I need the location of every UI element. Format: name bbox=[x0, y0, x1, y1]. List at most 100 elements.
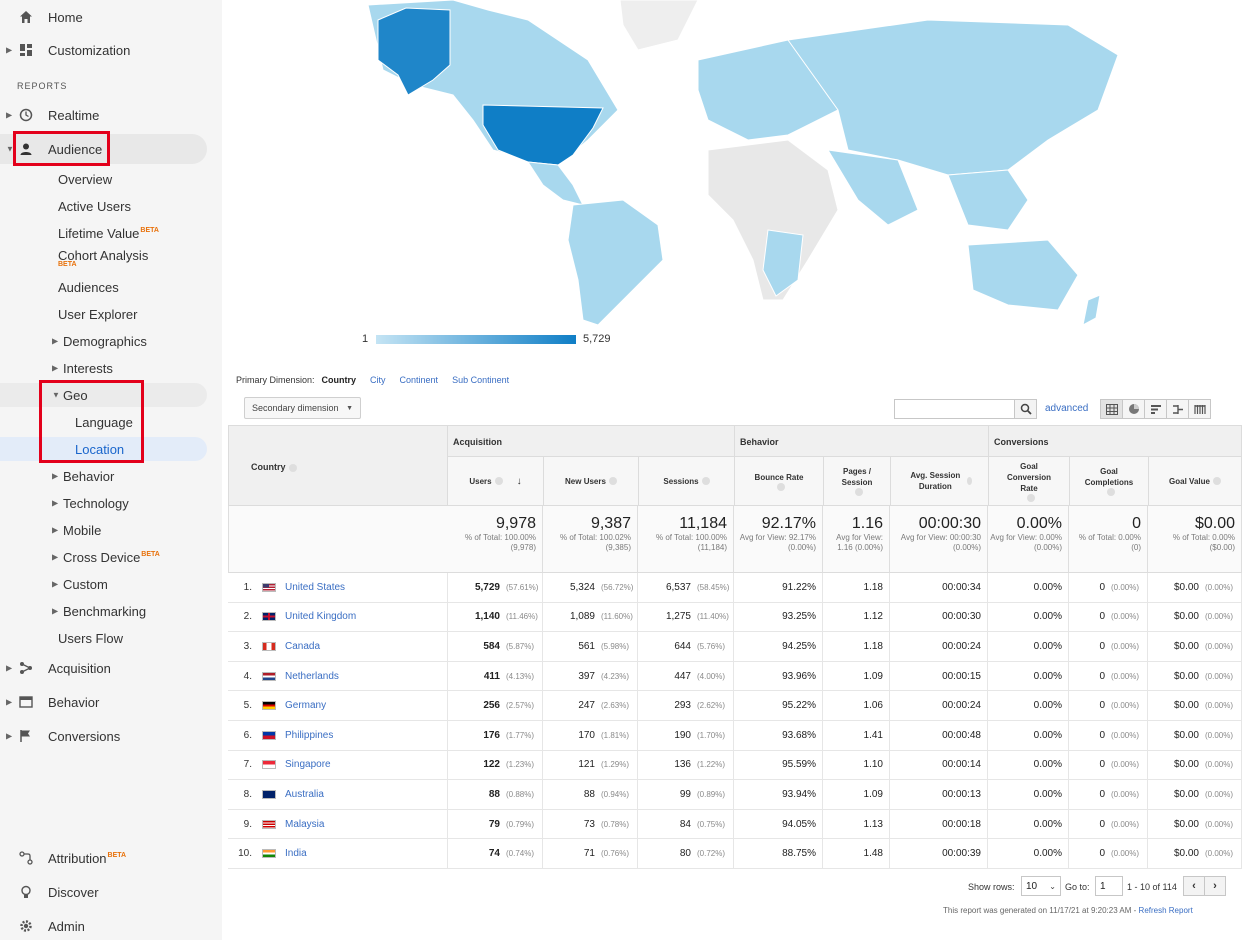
nav-location[interactable]: Location bbox=[0, 437, 207, 461]
cell-value: 0 bbox=[1099, 729, 1105, 741]
nav-users-flow[interactable]: Users Flow bbox=[58, 630, 124, 646]
country-link[interactable]: Netherlands bbox=[285, 670, 339, 682]
nav-overview[interactable]: Overview bbox=[58, 171, 113, 187]
gear-icon bbox=[18, 918, 34, 934]
nav-language[interactable]: Language bbox=[75, 414, 133, 430]
help-icon[interactable] bbox=[854, 488, 863, 496]
cell-value: 74 bbox=[488, 848, 500, 860]
country-link[interactable]: United Kingdom bbox=[285, 611, 357, 623]
cell-conv: 0.00% bbox=[988, 780, 1069, 809]
rows-per-page-select[interactable]: 10 ⌄ bbox=[1021, 876, 1061, 896]
cell-value: 1.06 bbox=[863, 700, 883, 712]
person-icon bbox=[18, 141, 34, 157]
country-link[interactable]: United States bbox=[285, 581, 346, 593]
next-page-button[interactable]: › bbox=[1204, 876, 1226, 896]
behavior-icon bbox=[18, 694, 34, 710]
column-header-goal-value[interactable]: Goal Value bbox=[1148, 456, 1242, 506]
nav-user-explorer[interactable]: User Explorer bbox=[58, 306, 138, 322]
cell-conv: 0.00% bbox=[988, 750, 1069, 780]
dimension-country[interactable]: Country bbox=[321, 375, 357, 385]
column-header-goal-completions[interactable]: Goal Completions bbox=[1069, 456, 1149, 506]
nav-customization[interactable]: ▶ Customization bbox=[6, 42, 131, 58]
secondary-dimension-dropdown[interactable]: Secondary dimension ▼ bbox=[244, 397, 361, 419]
country-link[interactable]: Philippines bbox=[285, 729, 334, 741]
table-view-button[interactable] bbox=[1100, 399, 1123, 419]
nav-interests[interactable]: ▶ Interests bbox=[52, 360, 113, 376]
nav-cross-device[interactable]: ▶ Cross DeviceBETA bbox=[0, 545, 207, 569]
cell-duration: 00:00:24 bbox=[890, 632, 988, 661]
total-users-sub: % of Total: 100.00% (9,978) bbox=[464, 533, 536, 552]
nav-conversions[interactable]: ▶ Conversions bbox=[6, 728, 121, 744]
nav-cohort-analysis[interactable]: Cohort Analysis bbox=[58, 247, 149, 263]
help-icon[interactable] bbox=[776, 482, 785, 491]
cell-sessions: 84 (0.75%) bbox=[638, 809, 734, 839]
column-header-goal-conversion-rate[interactable]: Goal Conversion Rate bbox=[988, 456, 1070, 506]
nav-benchmarking[interactable]: ▶ Benchmarking bbox=[52, 603, 147, 619]
sidebar: Home ▶ Customization REPORTS ▶ Realtime … bbox=[0, 0, 222, 940]
nav-demographics[interactable]: ▶ Demographics bbox=[52, 333, 147, 349]
nav-lifetime-value[interactable]: Lifetime ValueBETA bbox=[0, 221, 207, 245]
cell-percent: (4.00%) bbox=[697, 671, 726, 681]
advanced-filter-link[interactable]: advanced bbox=[1045, 403, 1089, 414]
nav-admin[interactable]: Admin bbox=[0, 911, 207, 940]
nav-geo[interactable]: ▼ Geo bbox=[0, 383, 207, 407]
nav-custom[interactable]: ▶ Custom bbox=[52, 576, 108, 592]
prev-page-button[interactable]: ‹ bbox=[1183, 876, 1205, 896]
nav-active-users[interactable]: Active Users bbox=[58, 198, 131, 214]
dimension-city[interactable]: City bbox=[370, 375, 386, 385]
cell-value: $0.00 (0.00%) bbox=[1148, 691, 1242, 720]
nav-audience-behavior[interactable]: ▶ Behavior bbox=[52, 468, 115, 484]
column-header-bounce-rate[interactable]: Bounce Rate bbox=[734, 456, 824, 506]
nav-mobile[interactable]: ▶ Mobile bbox=[52, 522, 102, 538]
performance-view-button[interactable] bbox=[1144, 399, 1167, 419]
table-search-input[interactable] bbox=[894, 399, 1015, 419]
help-icon[interactable] bbox=[1106, 488, 1115, 496]
goto-page-input[interactable]: 1 bbox=[1095, 876, 1123, 896]
nav-audience[interactable]: ▼ Audience bbox=[0, 134, 207, 164]
help-icon[interactable] bbox=[494, 477, 503, 485]
country-link[interactable]: Australia bbox=[285, 788, 324, 800]
pie-view-button[interactable] bbox=[1122, 399, 1145, 419]
pivot-view-button[interactable] bbox=[1188, 399, 1211, 419]
column-header-sessions[interactable]: Sessions bbox=[638, 456, 735, 506]
column-header-new-users[interactable]: New Users bbox=[543, 456, 639, 506]
column-header-avg-session-duration[interactable]: Avg. Session Duration bbox=[890, 456, 989, 506]
cell-duration: 00:00:39 bbox=[890, 839, 988, 868]
help-icon[interactable] bbox=[608, 477, 617, 485]
row-index: 5. bbox=[243, 700, 252, 712]
comparison-view-button[interactable] bbox=[1166, 399, 1189, 419]
nav-attribution[interactable]: AttributionBETA bbox=[0, 843, 207, 873]
world-map[interactable]: 1 5,729 bbox=[228, 0, 1242, 365]
help-icon[interactable] bbox=[1212, 477, 1221, 485]
nav-audiences[interactable]: Audiences bbox=[58, 279, 119, 295]
refresh-report-link[interactable]: Refresh Report bbox=[1138, 906, 1193, 915]
country-link[interactable]: Canada bbox=[285, 640, 321, 652]
help-icon[interactable] bbox=[1026, 493, 1035, 502]
acquisition-icon bbox=[18, 660, 34, 676]
cell-bounce: 88.75% bbox=[734, 839, 823, 868]
nav-acquisition[interactable]: ▶ Acquisition bbox=[6, 660, 111, 676]
help-icon[interactable] bbox=[966, 477, 972, 485]
cell-value: 88 bbox=[583, 788, 595, 800]
nav-home[interactable]: Home bbox=[0, 2, 207, 32]
column-header-users[interactable]: Users ↓ bbox=[447, 456, 544, 506]
country-link[interactable]: Germany bbox=[285, 700, 327, 712]
country-link[interactable]: India bbox=[285, 848, 307, 860]
nav-realtime[interactable]: ▶ Realtime bbox=[6, 107, 100, 123]
help-icon[interactable] bbox=[288, 463, 297, 472]
table-row: 8. Australia 88 (0.88%) 88 (0.94%) 99 (0.89%) 93… bbox=[228, 780, 1242, 810]
search-button[interactable] bbox=[1015, 399, 1037, 419]
cross-device-label: Cross Device bbox=[63, 549, 141, 565]
cell-users: 256 (2.57%) bbox=[447, 691, 543, 720]
nav-technology[interactable]: ▶ Technology bbox=[52, 495, 129, 511]
column-header-pages-session[interactable]: Pages / Session bbox=[823, 456, 891, 506]
country-link[interactable]: Malaysia bbox=[285, 818, 325, 830]
dimension-sub-continent[interactable]: Sub Continent bbox=[452, 375, 510, 385]
help-icon[interactable] bbox=[701, 477, 710, 485]
nav-behavior[interactable]: ▶ Behavior bbox=[6, 694, 100, 710]
country-link[interactable]: Singapore bbox=[285, 759, 331, 771]
nav-discover[interactable]: Discover bbox=[0, 877, 207, 907]
row-index: 3. bbox=[243, 640, 252, 652]
column-header-country[interactable]: Country bbox=[228, 425, 448, 506]
dimension-continent[interactable]: Continent bbox=[399, 375, 439, 385]
